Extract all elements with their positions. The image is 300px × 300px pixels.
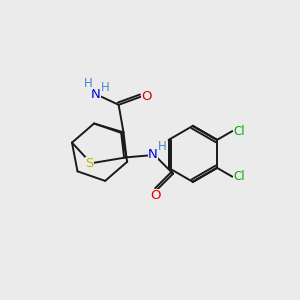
Text: O: O bbox=[141, 90, 151, 103]
Text: N: N bbox=[148, 148, 158, 161]
Text: N: N bbox=[91, 88, 101, 101]
Text: Cl: Cl bbox=[233, 170, 244, 183]
Text: H: H bbox=[84, 77, 93, 90]
Text: Cl: Cl bbox=[233, 124, 244, 138]
Text: O: O bbox=[150, 189, 160, 202]
Text: S: S bbox=[85, 157, 94, 170]
Text: H: H bbox=[158, 140, 167, 153]
Text: H: H bbox=[101, 81, 110, 94]
